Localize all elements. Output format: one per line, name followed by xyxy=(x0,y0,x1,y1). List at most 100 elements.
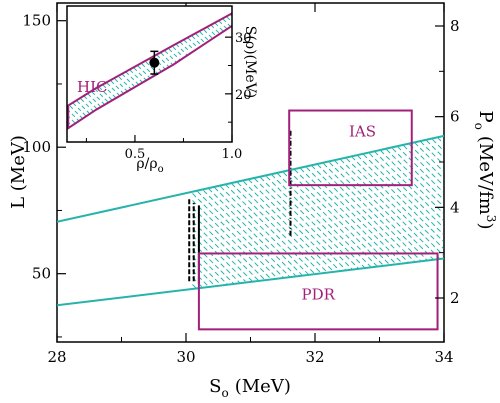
band-hatch-line xyxy=(426,140,444,158)
band-hatch-line xyxy=(357,155,444,242)
band-hatch-line xyxy=(243,181,334,272)
x-tick-label: 32 xyxy=(305,348,324,366)
inset-y-axis-title: S(ρ)(MeV) xyxy=(242,26,258,98)
inset-plot-area: HIC xyxy=(67,12,232,130)
inset-hatch-line xyxy=(125,71,139,85)
band-hatch-line xyxy=(432,139,444,151)
band-hatch-line xyxy=(192,235,240,283)
inset-hatch-line xyxy=(110,80,124,94)
band-hatch-line xyxy=(192,214,259,281)
band-hatch-line xyxy=(260,177,353,270)
inset-hatch-line xyxy=(106,82,120,96)
box-label: PDR xyxy=(302,285,336,303)
inset-hatch-line xyxy=(187,37,199,49)
inset-hatch-line xyxy=(80,98,94,112)
band-hatch-line xyxy=(311,165,409,263)
band-hatch-line xyxy=(409,144,444,179)
band-hatch-line xyxy=(323,163,421,261)
band-hatch-line xyxy=(214,187,303,276)
inset-y-tick-label: 20 xyxy=(235,88,252,103)
band-hatch-line xyxy=(414,142,444,172)
inset-x-tick-label: 1.0 xyxy=(222,147,243,162)
inset-hatch-line xyxy=(160,52,173,65)
y2-axis-title: Po(MeV/fm3) xyxy=(472,111,498,230)
band-hatch-line xyxy=(392,148,444,200)
inset-hatch-line xyxy=(195,33,206,44)
band-hatch-line xyxy=(277,173,371,267)
inset-hatch-line xyxy=(121,73,135,87)
band-hatch-line xyxy=(351,156,444,249)
inset-band-lower xyxy=(67,24,232,130)
inset-hatch-line xyxy=(203,29,213,39)
inset-hatch-line xyxy=(199,31,210,42)
band-hatch-line xyxy=(437,137,444,144)
band-hatch-line xyxy=(403,145,444,186)
inset-hatch-line xyxy=(179,41,191,53)
inset-hatch-line xyxy=(164,50,177,63)
inset-hatch-line xyxy=(218,20,228,30)
inset-hatch-line xyxy=(83,95,98,110)
main-plot-area: IAS PDR xyxy=(57,109,444,331)
y-tick-label: 50 xyxy=(32,265,51,283)
band-hatch-line xyxy=(271,174,365,268)
band-hatch-line xyxy=(192,193,278,279)
box-outline xyxy=(288,109,413,187)
y-axis-title: L (MeV) xyxy=(8,135,29,209)
box-label: IAS xyxy=(349,123,376,141)
band-hatch-line xyxy=(420,141,444,165)
box-outline xyxy=(197,252,439,331)
y2-tick-label: 8 xyxy=(450,17,460,35)
inset-x-axis-title: ρ/ρo xyxy=(136,156,163,175)
band-hatch xyxy=(192,137,444,289)
inset-hatch-line xyxy=(69,105,83,119)
band-hatch-line xyxy=(192,207,265,280)
band-hatch-line xyxy=(329,162,428,261)
band-hatch-line xyxy=(192,200,271,279)
band-hatch-line xyxy=(225,184,315,274)
y-tick-label: 100 xyxy=(22,138,51,156)
inset-x-tick-label: 0.5 xyxy=(125,147,146,162)
band-hatch-line xyxy=(334,160,434,260)
y-tick-label: 150 xyxy=(22,12,51,30)
inset-hatch-line xyxy=(98,86,113,101)
inset-hatch-line xyxy=(72,102,87,117)
band-hatch-line xyxy=(192,249,228,285)
inset-hatch-line xyxy=(118,76,132,90)
band-hatch-line xyxy=(248,179,340,271)
band-hatch-line xyxy=(197,191,284,278)
band-hatch-line xyxy=(192,270,209,287)
inset-hatch-line xyxy=(191,35,202,46)
inset-hatch-line xyxy=(133,67,147,81)
inset-hatch-line xyxy=(175,43,188,56)
inset-hatch-line xyxy=(172,46,184,58)
inset-hatch-line xyxy=(129,69,143,83)
band-hatch-line xyxy=(346,158,444,256)
x-tick-label: 28 xyxy=(47,348,66,366)
band-hatch-line xyxy=(203,190,290,277)
inset-hatch-line xyxy=(214,22,224,32)
inset-hatch-line xyxy=(114,78,128,92)
x-tick-label: 30 xyxy=(176,348,195,366)
band-hatch-line xyxy=(288,170,384,266)
inset-y-tick-label: 30 xyxy=(235,31,252,46)
inset-hatch-line xyxy=(141,63,154,76)
inset-hatch-line xyxy=(137,65,151,79)
inset-hatch-line xyxy=(226,16,232,23)
y2-tick-label: 4 xyxy=(450,198,460,216)
box-pdr: PDR xyxy=(197,252,439,331)
inset-hatch-line xyxy=(91,91,105,105)
inset-hatch-line xyxy=(210,24,220,34)
band-upper-line xyxy=(57,134,444,223)
inset-hatch-line xyxy=(94,88,109,103)
inset-hatch-line xyxy=(76,100,90,114)
box-ias: IAS xyxy=(288,109,413,187)
band-hatch-line xyxy=(192,221,253,282)
band-hatch-line xyxy=(340,159,440,259)
band-hatch-line xyxy=(237,182,328,273)
inset-hatch-line xyxy=(168,48,181,61)
band-hatch-line xyxy=(300,168,396,264)
band-hatch-line xyxy=(192,256,221,285)
band-hatch-line xyxy=(192,263,215,286)
band-hatch-line xyxy=(231,183,321,273)
